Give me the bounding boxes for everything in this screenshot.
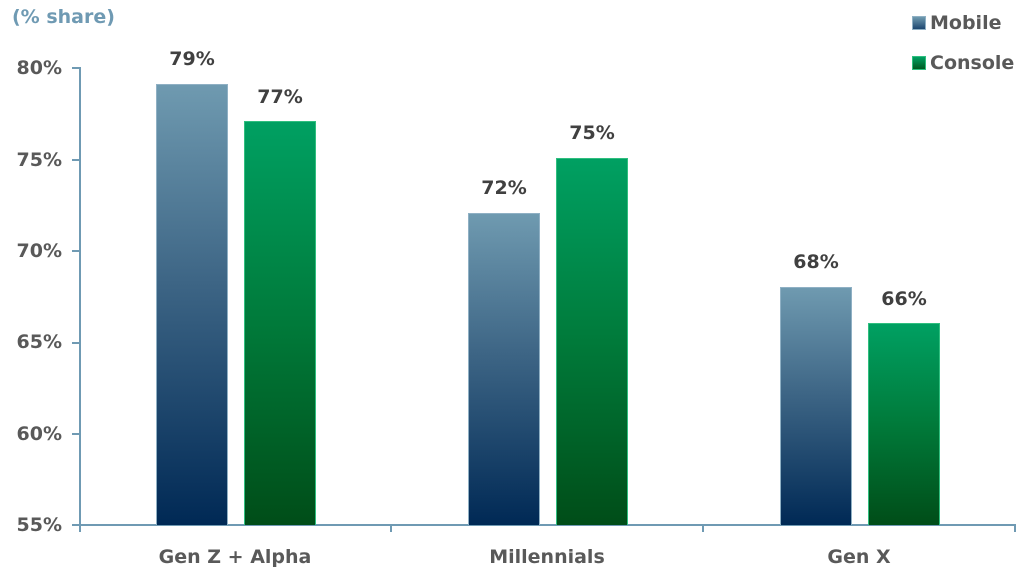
y-axis-unit-label: (% share): [12, 6, 115, 28]
x-tick-3: [1014, 524, 1016, 532]
value-label-genz-console: 77%: [257, 86, 303, 108]
value-label-genz-mobile: 79%: [169, 48, 215, 70]
y-tick-label-55: 55%: [16, 514, 62, 536]
bar-genz-console: [244, 121, 316, 525]
value-label-genx-mobile: 68%: [793, 251, 839, 273]
bar-genz-mobile: [156, 84, 228, 525]
x-category-label-genz-alpha: Gen Z + Alpha: [158, 546, 312, 568]
bar-genx-console: [868, 323, 940, 525]
legend-item-mobile: Mobile: [912, 12, 1001, 34]
bar-millennials-mobile: [468, 213, 540, 525]
x-tick-0: [79, 524, 81, 532]
y-tick-label-80: 80%: [16, 57, 62, 79]
y-tick-80: [72, 67, 80, 69]
legend-swatch-mobile-icon: [912, 16, 926, 30]
value-label-millennials-mobile: 72%: [481, 177, 527, 199]
x-tick-2: [702, 524, 704, 532]
y-tick-label-70: 70%: [16, 240, 62, 262]
bar-genx-mobile: [780, 287, 852, 525]
x-category-label-millennials: Millennials: [489, 546, 605, 568]
value-label-millennials-console: 75%: [569, 122, 615, 144]
y-axis-line: [79, 67, 81, 526]
legend-label-console: Console: [930, 52, 1015, 74]
legend-label-mobile: Mobile: [930, 12, 1002, 34]
x-category-label-genx: Gen X: [827, 546, 891, 568]
y-tick-65: [72, 342, 80, 344]
legend-swatch-console-icon: [912, 56, 926, 70]
y-tick-label-75: 75%: [16, 149, 62, 171]
y-tick-label-65: 65%: [16, 331, 62, 353]
x-tick-1: [390, 524, 392, 532]
bar-millennials-console: [556, 158, 628, 525]
x-axis-line: [79, 524, 1016, 526]
y-tick-60: [72, 433, 80, 435]
legend-item-console: Console: [912, 52, 1014, 74]
value-label-genx-console: 66%: [881, 288, 927, 310]
y-tick-55: [72, 524, 80, 526]
y-tick-70: [72, 250, 80, 252]
y-tick-75: [72, 159, 80, 161]
y-tick-label-60: 60%: [16, 423, 62, 445]
